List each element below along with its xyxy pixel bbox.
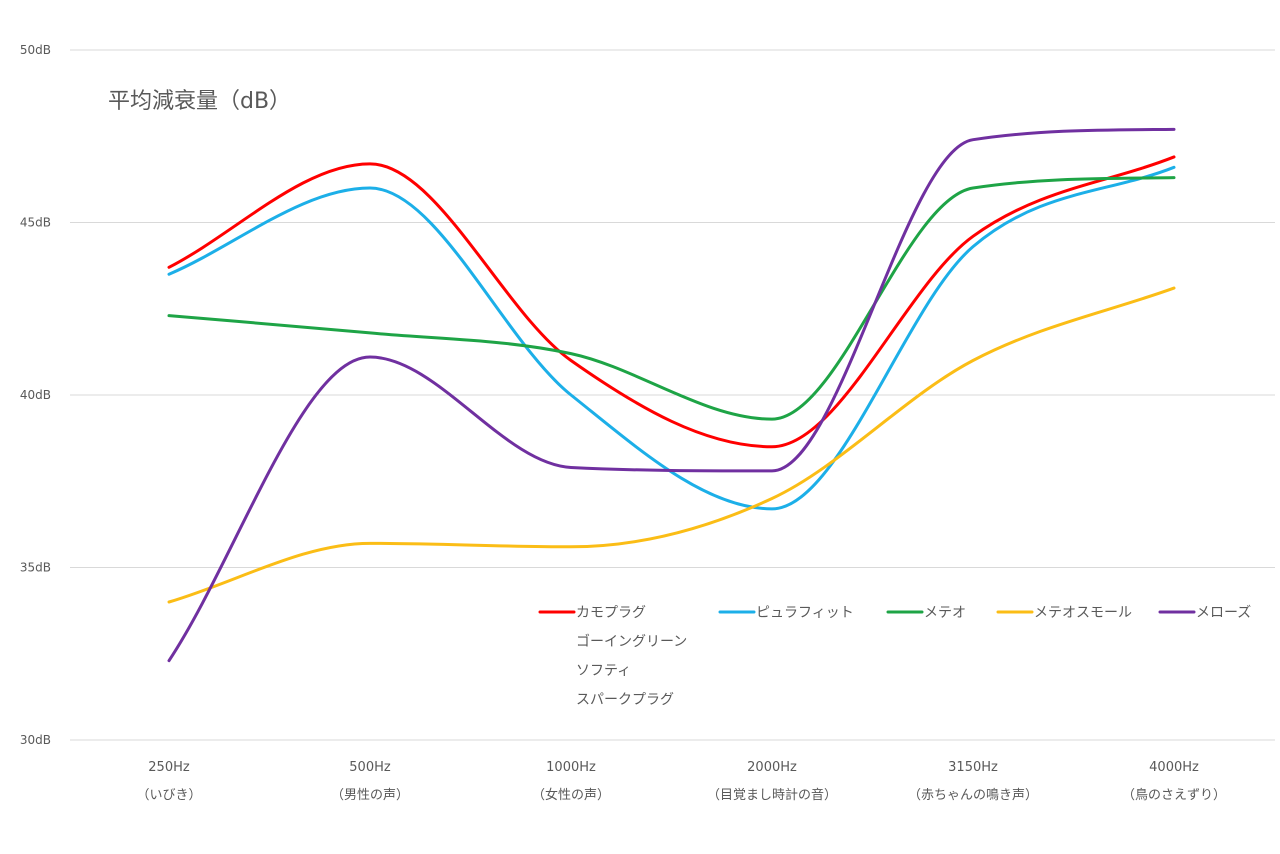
legend-label: ソフティ [576, 663, 631, 679]
legend-label: ピュラフィット [756, 605, 854, 621]
legend-item: ゴーイングリーン [576, 633, 687, 650]
series-line-4 [167, 127, 1176, 663]
chart-title: 平均減衰量（dB） [108, 89, 291, 114]
x-tick-label-desc: （女性の声） [532, 787, 610, 803]
legend-item: カモプラグ [538, 605, 646, 621]
y-tick-label: 35dB [20, 561, 51, 575]
series-line-2 [167, 176, 1176, 421]
legend-label: ゴーイングリーン [576, 633, 687, 650]
x-tick-label-freq: 4000Hz [1149, 760, 1199, 775]
x-tick-label-desc: （鳥のさえずり） [1122, 788, 1226, 803]
series-lines [167, 127, 1176, 663]
legend-item: メテオスモール [996, 605, 1132, 621]
x-tick-label-freq: 3150Hz [948, 760, 998, 775]
series-line-1 [167, 165, 1176, 511]
y-tick-label: 50dB [20, 43, 51, 57]
series-line-0 [167, 155, 1176, 449]
series-line-3 [167, 286, 1176, 604]
legend-item: メテオ [886, 605, 966, 621]
x-tick-label-desc: （男性の声） [331, 788, 409, 803]
legend-item: ソフティ [576, 663, 631, 679]
x-tick-label-desc: （いびき） [136, 788, 201, 803]
y-axis-tick-labels: 30dB 35dB 40dB 45dB 50dB [20, 43, 51, 747]
gridlines [70, 49, 1275, 741]
legend-label: スパークプラグ [576, 692, 674, 708]
x-tick-label-freq: 2000Hz [747, 760, 797, 775]
x-tick-label-desc: （赤ちゃんの鳴き声） [908, 788, 1038, 803]
legend-item: スパークプラグ [576, 692, 674, 708]
y-tick-label: 40dB [20, 388, 51, 402]
legend-item: メローズ [1158, 605, 1251, 621]
x-tick-label-desc: （目覚まし時計の音） [707, 787, 837, 803]
legend-label: メテオ [924, 605, 966, 621]
x-tick-label-freq: 500Hz [349, 760, 391, 775]
x-tick-label-freq: 1000Hz [546, 760, 596, 775]
x-axis-category-labels: 250Hz （いびき） 500Hz （男性の声） 1000Hz （女性の声） 2000Hz （… [136, 760, 1226, 803]
legend-item: ピュラフィット [718, 605, 854, 621]
x-tick-label-freq: 250Hz [148, 760, 190, 775]
legend-label: メテオスモール [1034, 605, 1132, 621]
y-tick-label: 45dB [20, 216, 51, 230]
legend: カモプラグ ピュラフィット メテオ メテオスモール メローズゴーイングリーンソフティスパ… [538, 605, 1251, 708]
y-tick-label: 30dB [20, 733, 51, 747]
legend-label: メローズ [1196, 605, 1251, 621]
legend-label: カモプラグ [576, 605, 646, 621]
